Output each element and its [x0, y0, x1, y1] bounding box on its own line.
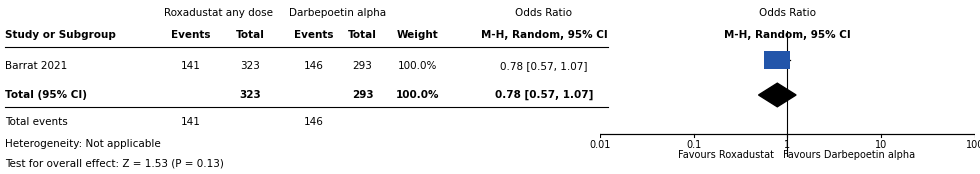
Text: 10: 10 [875, 140, 888, 150]
Text: 0.78 [0.57, 1.07]: 0.78 [0.57, 1.07] [495, 90, 593, 100]
Text: 100: 100 [966, 140, 980, 150]
Text: Weight: Weight [397, 30, 438, 40]
Text: Test for overall effect: Z = 1.53 (P = 0.13): Test for overall effect: Z = 1.53 (P = 0… [5, 159, 223, 169]
Text: Total (95% CI): Total (95% CI) [5, 90, 87, 100]
Text: Events: Events [294, 30, 333, 40]
Text: Darbepoetin alpha: Darbepoetin alpha [289, 8, 386, 18]
Text: 323: 323 [240, 61, 260, 71]
Polygon shape [759, 83, 796, 107]
Text: 146: 146 [304, 117, 323, 127]
Text: 141: 141 [181, 117, 201, 127]
Text: Roxadustat any dose: Roxadustat any dose [164, 8, 272, 18]
Text: 0.01: 0.01 [589, 140, 611, 150]
Text: Odds Ratio: Odds Ratio [759, 8, 816, 18]
Text: Study or Subgroup: Study or Subgroup [5, 30, 116, 40]
Text: Favours Roxadustat: Favours Roxadustat [678, 151, 774, 160]
Text: 293: 293 [353, 61, 372, 71]
Text: M-H, Random, 95% CI: M-H, Random, 95% CI [480, 30, 608, 40]
Text: 0.78 [0.57, 1.07]: 0.78 [0.57, 1.07] [500, 61, 588, 71]
Text: Total: Total [348, 30, 377, 40]
Text: 1: 1 [784, 140, 791, 150]
Text: Barrat 2021: Barrat 2021 [5, 61, 68, 71]
Text: Total events: Total events [5, 117, 68, 127]
Bar [764, 51, 791, 69]
Text: Odds Ratio: Odds Ratio [515, 8, 572, 18]
Text: 293: 293 [352, 90, 373, 100]
Text: 100.0%: 100.0% [396, 90, 439, 100]
Text: 146: 146 [304, 61, 323, 71]
Text: 323: 323 [239, 90, 261, 100]
Text: 100.0%: 100.0% [398, 61, 437, 71]
Text: 141: 141 [181, 61, 201, 71]
Text: Favours Darbepoetin alpha: Favours Darbepoetin alpha [783, 151, 914, 160]
Text: M-H, Random, 95% CI: M-H, Random, 95% CI [724, 30, 851, 40]
Text: Total: Total [235, 30, 265, 40]
Text: Events: Events [172, 30, 211, 40]
Text: 0.1: 0.1 [686, 140, 702, 150]
Text: Heterogeneity: Not applicable: Heterogeneity: Not applicable [5, 139, 161, 149]
